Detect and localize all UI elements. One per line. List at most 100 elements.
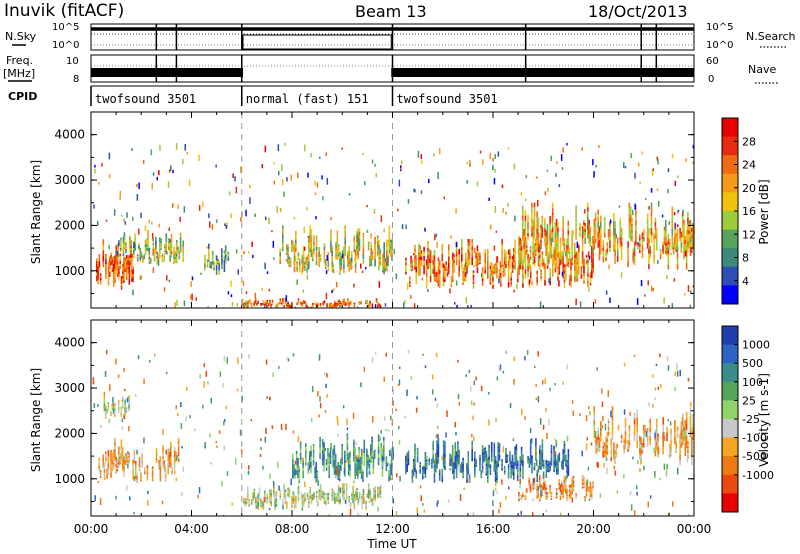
echo-cell xyxy=(513,261,515,266)
echo-cell xyxy=(648,264,650,270)
echo-scatter xyxy=(514,215,516,222)
echo-cell xyxy=(541,448,544,453)
echo-cell xyxy=(358,492,361,494)
echo-cell xyxy=(119,456,121,459)
echo-cell xyxy=(481,455,484,459)
echo-cell xyxy=(415,266,418,273)
echo-cell xyxy=(613,236,615,244)
echo-cell xyxy=(479,258,481,260)
echo-cell xyxy=(354,493,357,496)
echo-scatter xyxy=(400,160,403,165)
echo-cell xyxy=(480,476,483,478)
echo-cell xyxy=(648,248,650,254)
echo-cell xyxy=(334,457,337,462)
echo-cell xyxy=(104,411,107,414)
echo-scatter xyxy=(550,155,552,161)
echo-cell xyxy=(498,452,501,455)
echo-cell xyxy=(318,257,320,260)
echo-cell xyxy=(433,265,436,272)
echo-cell xyxy=(519,266,522,270)
echo-cell xyxy=(128,278,131,285)
echo-cell xyxy=(538,264,541,267)
echo-cell xyxy=(411,473,414,475)
echo-cell xyxy=(128,453,130,455)
echo-scatter xyxy=(493,245,496,251)
echo-cell xyxy=(358,497,361,500)
echo-cell xyxy=(332,448,334,454)
echo-cell xyxy=(286,507,288,509)
echo-cell xyxy=(319,303,322,305)
echo-scatter xyxy=(276,206,278,214)
echo-scatter xyxy=(647,280,649,286)
echo-cell xyxy=(503,249,506,254)
echo-cell xyxy=(641,238,644,246)
echo-cell xyxy=(685,256,688,264)
echo-cell xyxy=(333,469,336,475)
echo-cell xyxy=(419,470,421,473)
echo-cell xyxy=(559,254,562,260)
echo-cell xyxy=(420,263,423,267)
echo-cell xyxy=(370,444,372,448)
echo-cell xyxy=(458,461,460,464)
echo-cell xyxy=(140,478,142,480)
echo-cell xyxy=(119,258,121,262)
echo-cell xyxy=(253,492,256,495)
echo-cell xyxy=(285,248,288,251)
echo-cell xyxy=(419,472,421,474)
echo-cell xyxy=(554,263,557,268)
echo-cell xyxy=(338,300,340,302)
echo-cell xyxy=(357,228,359,233)
echo-cell xyxy=(424,470,427,475)
echo-cell xyxy=(605,253,607,255)
echo-cell xyxy=(371,499,374,501)
echo-cell xyxy=(419,256,421,261)
echo-cell xyxy=(348,246,350,250)
echo-cell xyxy=(336,256,339,260)
echo-cell xyxy=(96,272,98,276)
echo-cell xyxy=(377,303,379,305)
echo-cell xyxy=(501,467,503,469)
echo-cell xyxy=(522,265,524,270)
echo-cell xyxy=(529,251,532,254)
echo-cell xyxy=(646,213,649,220)
echo-cell xyxy=(462,457,464,461)
echo-cell xyxy=(692,241,694,248)
echo-cell xyxy=(667,254,670,260)
echo-cell xyxy=(366,470,368,478)
echo-cell xyxy=(376,243,379,247)
echo-cell xyxy=(423,265,425,270)
echo-cell xyxy=(337,475,340,480)
echo-cell xyxy=(532,246,534,252)
echo-cell xyxy=(162,456,164,459)
echo-cell xyxy=(587,202,589,208)
echo-cell xyxy=(464,262,467,268)
echo-cell xyxy=(542,264,545,267)
echo-cell xyxy=(455,250,458,254)
echo-cell xyxy=(243,306,245,308)
noise-tick-left-top: 10^5 xyxy=(52,22,79,33)
echo-cell xyxy=(341,301,344,304)
echo-cell xyxy=(535,441,537,445)
echo-cell xyxy=(388,472,390,476)
echo-cell xyxy=(115,459,117,462)
echo-cell xyxy=(423,251,425,256)
echo-cell xyxy=(554,232,557,238)
echo-cell xyxy=(391,239,393,243)
echo-scatter xyxy=(333,288,335,292)
echo-cell xyxy=(489,275,492,279)
echo-scatter xyxy=(191,276,194,281)
echo-cell xyxy=(533,207,536,212)
echo-cell xyxy=(173,470,176,475)
echo-cell xyxy=(175,240,178,244)
echo-cell xyxy=(485,469,488,473)
echo-cell xyxy=(305,261,307,264)
echo-cell xyxy=(520,250,523,256)
echo-cell xyxy=(158,467,160,469)
echo-cell xyxy=(119,256,121,259)
echo-scatter xyxy=(354,258,356,262)
echo-cell xyxy=(344,252,346,257)
echo-cell xyxy=(369,300,371,302)
echo-cell xyxy=(390,447,393,453)
echo-cell xyxy=(464,267,467,272)
echo-cell xyxy=(358,234,361,239)
